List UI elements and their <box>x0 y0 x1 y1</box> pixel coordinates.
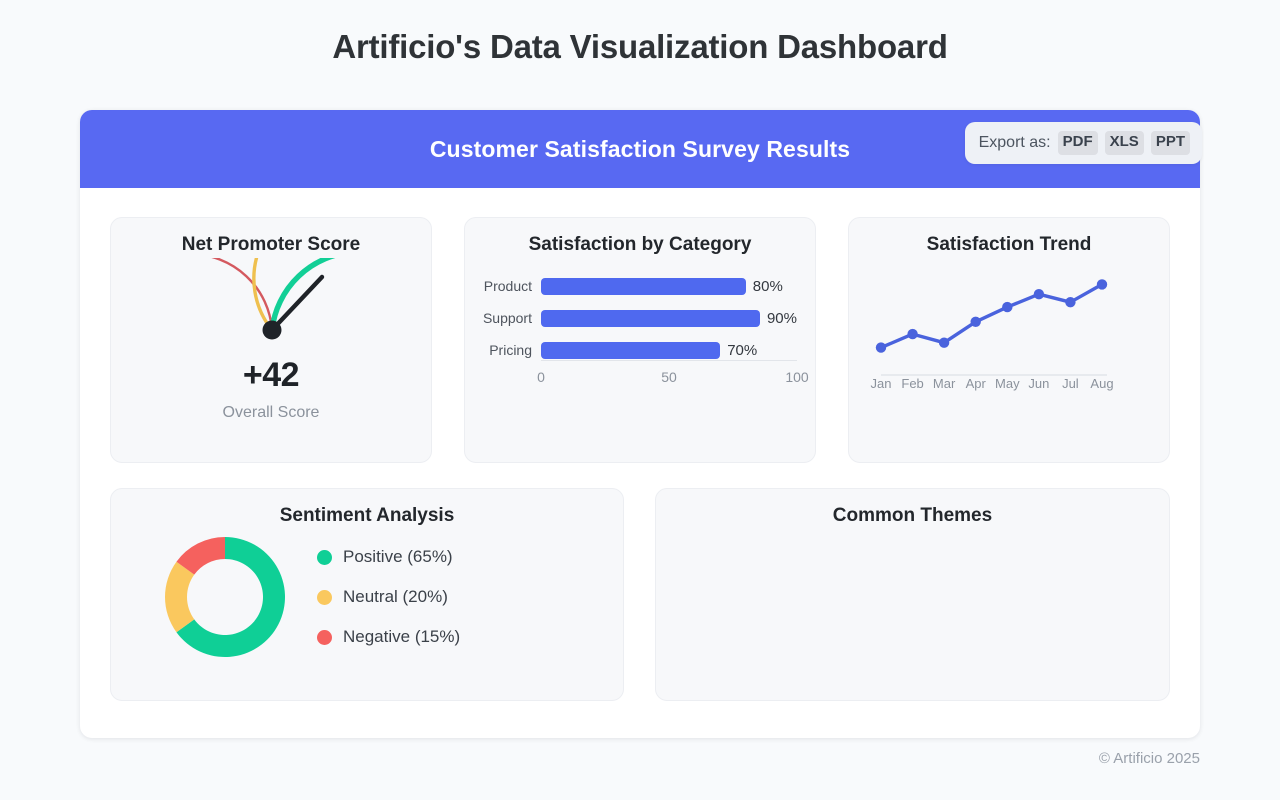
donut-slice[interactable] <box>176 537 225 575</box>
card-title-nps: Net Promoter Score <box>181 234 361 255</box>
bar-fill <box>541 277 746 295</box>
card-title-sentiment: Sentiment Analysis <box>279 505 455 526</box>
cards-row-bottom: Sentiment Analysis Positive (65%) Neutra… <box>80 463 1200 701</box>
line-chart: Jan Feb Mar Apr May Jun Jul Aug <box>849 256 1169 406</box>
export-xls-button[interactable]: XLS <box>1104 131 1144 155</box>
card-net-promoter-score[interactable]: Net Promoter Score +42 Over <box>110 217 432 463</box>
bar-fill <box>541 309 760 327</box>
trend-line <box>879 282 1104 350</box>
trend-x-label: Feb <box>901 376 924 391</box>
cards-row-top: Net Promoter Score +42 Over <box>80 188 1200 463</box>
card-sentiment-analysis[interactable]: Sentiment Analysis Positive (65%) Neutra… <box>110 488 624 701</box>
trend-x-label: Jan <box>870 376 892 391</box>
bar-track: 90% <box>541 302 797 334</box>
trend-markers <box>875 279 1108 353</box>
bar-row[interactable]: Product 80% <box>465 270 815 302</box>
card-common-themes[interactable]: Common Themes <box>655 488 1170 701</box>
legend-color-dot <box>317 629 332 645</box>
bar-axis-tick: 0 <box>537 369 545 385</box>
bar-axis-tick: 100 <box>785 369 809 385</box>
trend-marker <box>1033 289 1045 300</box>
trend-marker <box>875 342 887 353</box>
bar-row[interactable]: Pricing 70% <box>465 334 815 366</box>
donut-slice[interactable] <box>176 537 285 657</box>
bar-fill <box>541 341 721 359</box>
legend-label: Neutral (20%) <box>343 587 448 606</box>
bar-value-label: 90% <box>766 309 797 327</box>
trend-marker <box>938 337 950 348</box>
dashboard-header-title: Customer Satisfaction Survey Results <box>429 135 851 162</box>
donut-slice[interactable] <box>165 561 195 633</box>
nps-gauge <box>111 248 431 344</box>
trend-marker <box>907 328 918 340</box>
gauge-segment-passives <box>252 248 274 332</box>
gauge-segment-detractors <box>189 252 274 332</box>
page-title: Artificio's Data Visualization Dashboard <box>332 28 948 65</box>
trend-marker <box>1065 297 1076 308</box>
card-title-themes: Common Themes <box>832 505 993 526</box>
legend-label: Positive (65%) <box>343 547 453 566</box>
bar-value-label: 70% <box>727 341 758 359</box>
export-ppt-button[interactable]: PPT <box>1150 131 1190 155</box>
trend-marker <box>1096 279 1108 290</box>
bar-row[interactable]: Support 90% <box>465 302 815 334</box>
card-title-categories: Satisfaction by Category <box>528 234 752 255</box>
bar-track: 80% <box>541 270 797 302</box>
bar-category-label: Product <box>483 278 532 294</box>
legend-label: Negative (15%) <box>343 627 461 646</box>
card-title-trend: Satisfaction Trend <box>926 234 1092 255</box>
footer-copyright: © Artificio 2025 <box>1098 750 1200 767</box>
bar-axis-line <box>541 360 797 361</box>
bar-category-label: Support <box>482 310 532 326</box>
bar-value-label: 80% <box>752 277 783 295</box>
trend-x-label: Apr <box>965 376 986 391</box>
donut-chart <box>165 537 285 657</box>
nps-gauge-svg <box>189 248 357 340</box>
trend-x-label: Jul <box>1062 376 1079 391</box>
sentiment-body: Positive (65%) Neutral (20%) Negative (1… <box>111 527 623 659</box>
gauge-needle <box>269 274 325 333</box>
line-chart-svg <box>875 279 1108 376</box>
trend-x-label: Mar <box>932 376 956 391</box>
bar-track: 70% <box>541 334 797 366</box>
trend-marker <box>1002 301 1013 313</box>
card-satisfaction-trend[interactable]: Satisfaction Trend Jan Feb Mar Apr May Jun Jul… <box>848 217 1170 463</box>
legend-item[interactable]: Neutral (20%) <box>317 577 460 617</box>
bar-axis-ticks: 0 50 100 <box>537 369 809 387</box>
trend-marker <box>970 316 981 327</box>
bar-chart: Product 80% Support 90% <box>465 256 815 385</box>
legend-color-dot <box>317 549 332 565</box>
bar-category-label: Pricing <box>489 342 532 358</box>
sentiment-legend: Positive (65%) Neutral (20%) Negative (1… <box>317 537 460 657</box>
trend-x-label: Jun <box>1028 376 1050 391</box>
trend-x-label: May <box>995 376 1020 391</box>
trend-x-labels: Jan Feb Mar Apr May Jun Jul Aug <box>849 376 1171 394</box>
gauge-hub <box>262 320 282 340</box>
bar-axis-tick: 50 <box>661 369 677 385</box>
card-satisfaction-by-category[interactable]: Satisfaction by Category Product 80% Sup… <box>464 217 816 463</box>
legend-color-dot <box>317 589 332 605</box>
dashboard-panel: Customer Satisfaction Survey Results Exp… <box>80 110 1202 738</box>
export-pdf-button[interactable]: PDF <box>1057 131 1098 155</box>
word-cloud <box>656 527 1171 687</box>
nps-score-value: +42 <box>242 356 300 394</box>
legend-item[interactable]: Negative (15%) <box>317 617 460 657</box>
export-label: Export as: <box>978 133 1051 151</box>
trend-x-label: Aug <box>1090 376 1114 391</box>
nps-score-caption: Overall Score <box>222 404 320 421</box>
legend-item[interactable]: Positive (65%) <box>317 537 460 577</box>
export-toolbar: Export as: PDF XLS PPT <box>964 122 1202 164</box>
dashboard-header: Customer Satisfaction Survey Results Exp… <box>80 110 1202 188</box>
